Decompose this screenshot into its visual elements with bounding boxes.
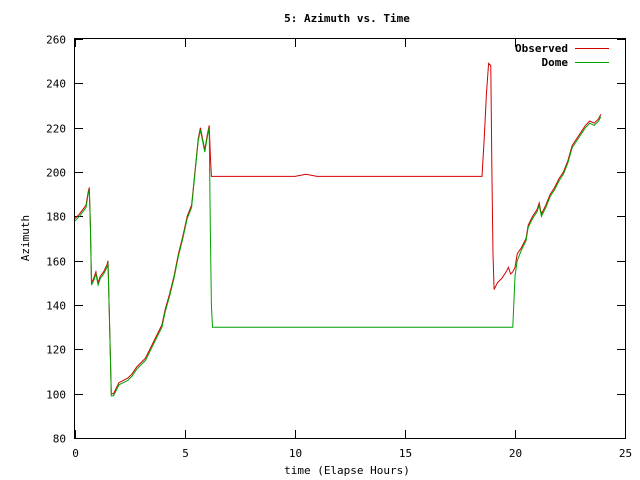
chart-title: 5: Azimuth vs. Time	[284, 12, 410, 25]
x-axis-label: time (Elapse Hours)	[284, 464, 410, 477]
series-line-dome	[74, 116, 602, 397]
y-tick-label: 200	[46, 167, 66, 180]
plot-frame	[74, 38, 626, 439]
x-tick-label: 10	[289, 447, 302, 460]
y-tick-label: 220	[46, 123, 66, 136]
y-tick-label: 240	[46, 78, 66, 91]
x-tick-label: 15	[399, 447, 412, 460]
x-tick-label: 25	[619, 447, 632, 460]
x-tick-label: 0	[72, 447, 79, 460]
x-tick-label: 5	[182, 447, 189, 460]
legend-label-observed: Observed	[515, 42, 568, 55]
y-axis: 80 100 120 140 160 180 200 220 240 260	[46, 34, 625, 446]
legend-label-dome: Dome	[542, 56, 569, 69]
legend: Observed Dome	[515, 42, 609, 69]
y-tick-label: 80	[53, 433, 66, 446]
y-tick-label: 120	[46, 344, 66, 357]
x-axis: 0 5 10 15 20 25	[72, 39, 632, 460]
y-tick-label: 260	[46, 34, 66, 47]
x-tick-label: 20	[509, 447, 522, 460]
y-tick-label: 180	[46, 211, 66, 224]
y-axis-label: Azimuth	[19, 215, 32, 261]
series-lines	[74, 62, 602, 397]
y-tick-label: 140	[46, 300, 66, 313]
y-tick-label: 100	[46, 389, 66, 402]
y-tick-label: 160	[46, 256, 66, 269]
